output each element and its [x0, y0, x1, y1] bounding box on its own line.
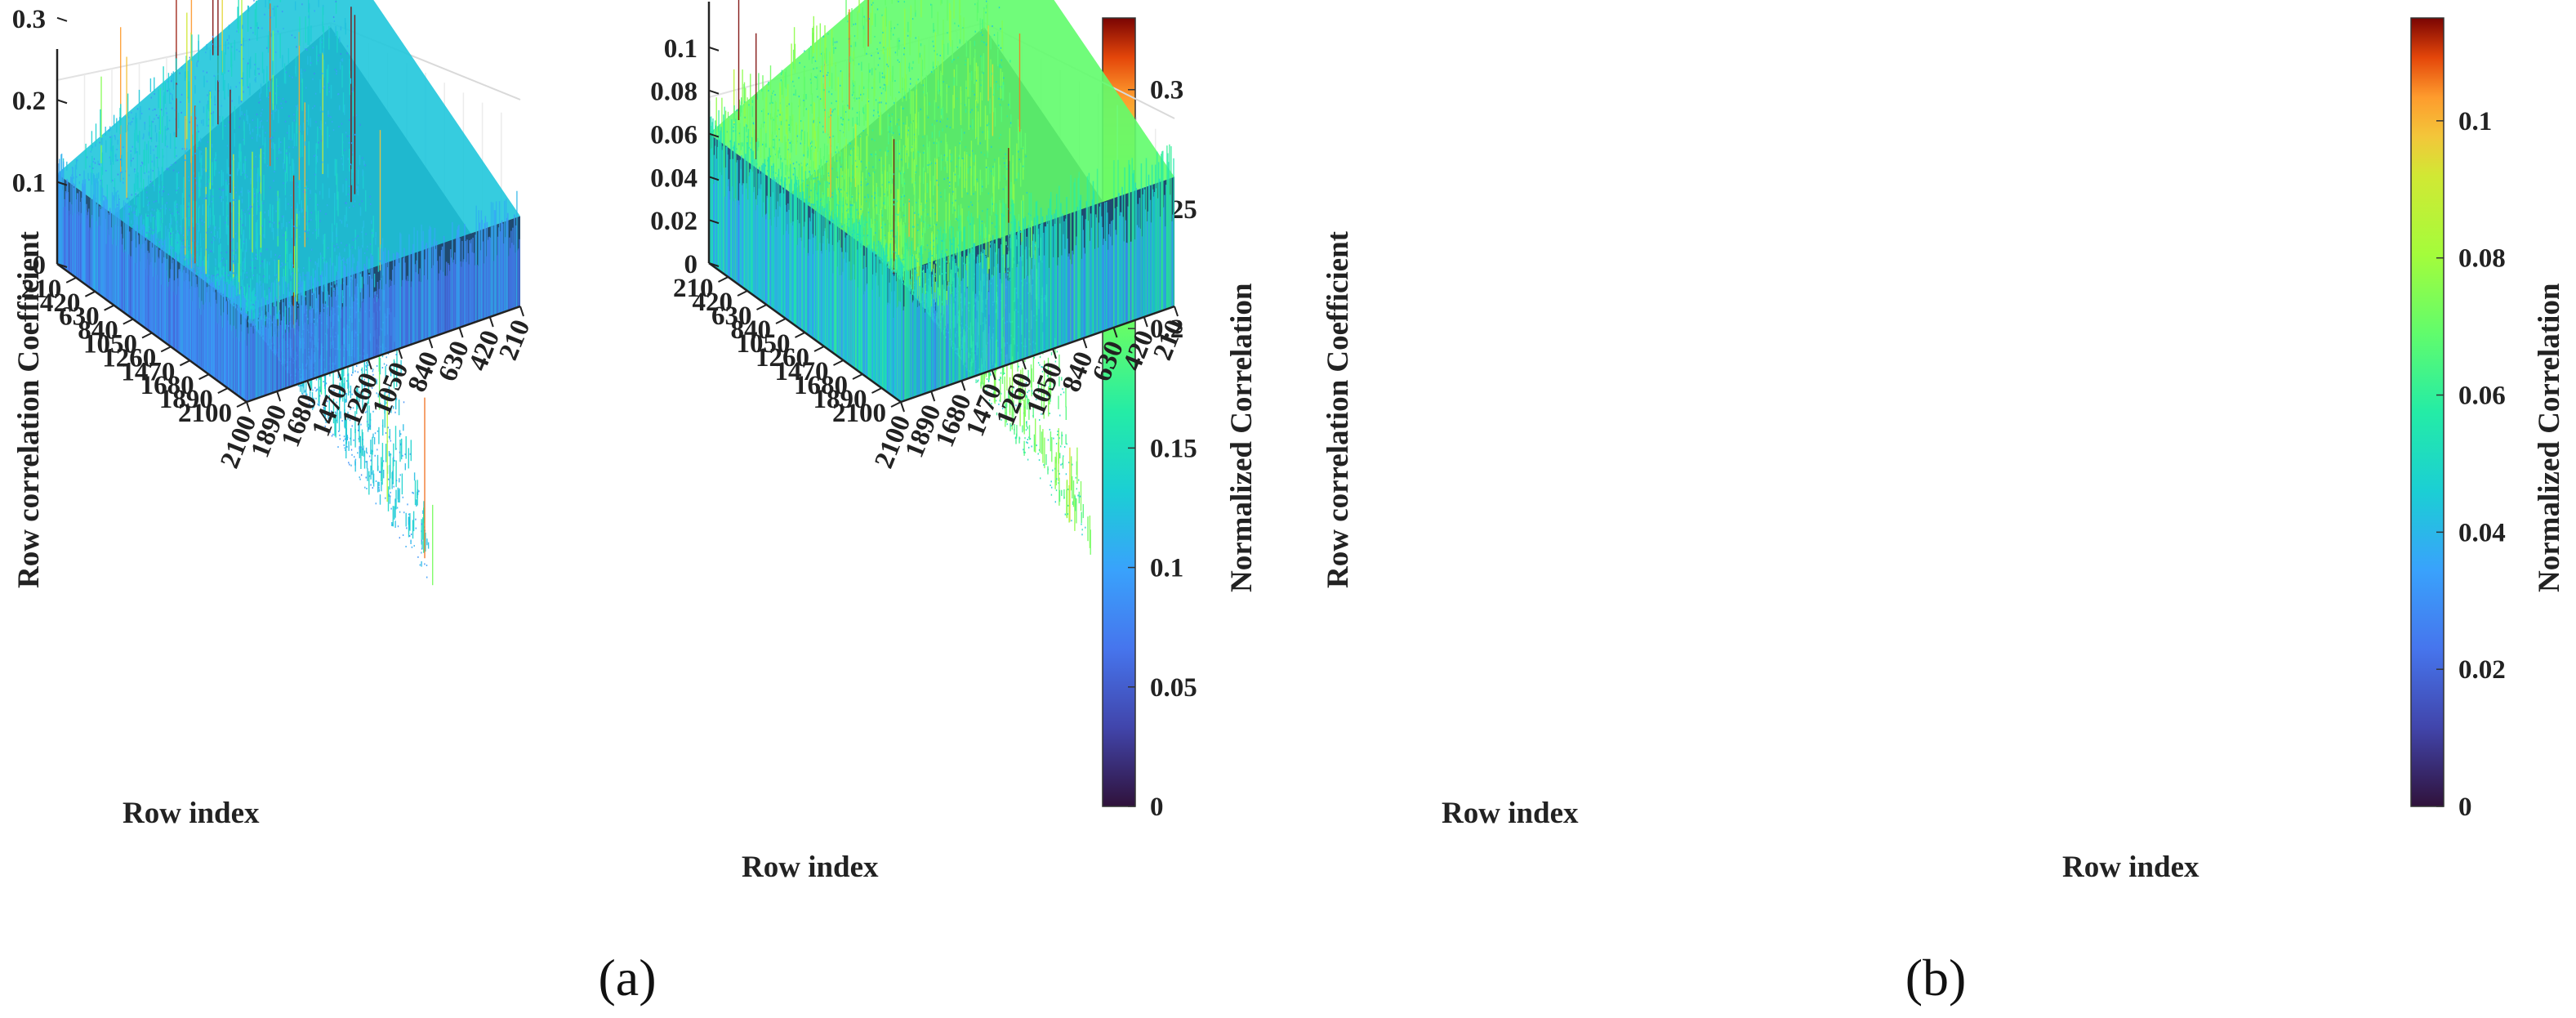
left-axis-tick-mark: [179, 359, 190, 367]
colorbar-tick-label: 0: [1150, 793, 1164, 822]
panel-a-surface: [56, 0, 520, 586]
left-axis-tick-label: 1050: [83, 330, 137, 359]
colorbar-tick-label: 0.2: [1150, 315, 1183, 344]
right-axis-tick-mark: [519, 306, 524, 317]
left-axis-tick-label: 1890: [159, 385, 213, 414]
panel-a-right-axis-title: Row index: [742, 851, 879, 884]
right-axis-tick-mark: [458, 327, 464, 338]
left-axis-tick-label: 630: [59, 302, 100, 332]
right-axis-tick-mark: [428, 337, 434, 349]
left-axis-tick-mark: [141, 332, 153, 339]
z-tick-mark: [56, 16, 68, 22]
left-axis-tick-label: 210: [21, 275, 62, 304]
right-floor-axis-line: [246, 305, 521, 404]
z-tick-label: 0.1: [12, 169, 46, 199]
panel-a-colorbar-title: Normalized Correlation: [1225, 283, 1259, 592]
panel-b-chart: 00.020.040.060.080.121042063084010501260…: [650, 0, 2566, 1007]
left-axis-tick-mark: [198, 373, 210, 381]
left-axis-tick-mark: [217, 387, 229, 394]
left-axis-tick-label: 2100: [178, 399, 232, 428]
right-axis-tick-label: 1050: [367, 359, 414, 420]
z-tick-mark: [56, 263, 68, 268]
left-axis-tick-mark: [84, 290, 96, 297]
right-axis-tick-mark: [306, 380, 312, 391]
left-axis-tick-label: 420: [40, 288, 81, 318]
panel-a-left-axis-title: Row index: [123, 797, 260, 830]
z-tick-label: 0: [33, 251, 47, 280]
left-axis-tick-mark: [104, 304, 115, 311]
panel-a-z-axis-title: Row correlation Coefficient: [12, 230, 46, 588]
right-axis-tick-mark: [246, 401, 251, 413]
colorbar-tick-label: 0.15: [1150, 434, 1197, 463]
z-tick-label: 0.2: [12, 87, 46, 116]
left-axis-tick-mark: [236, 401, 247, 408]
left-axis-tick-label: 840: [78, 316, 118, 346]
left-axis-tick-mark: [123, 318, 134, 325]
z-tick-mark: [56, 99, 68, 105]
panel-b-surface: [708, 0, 1174, 555]
right-axis-tick-mark: [336, 369, 342, 381]
left-axis-tick-mark: [160, 346, 172, 353]
panel-a-axes: 00.10.20.3210420630840105012601470168018…: [12, 5, 537, 472]
right-axis-tick-mark: [488, 316, 494, 328]
colorbar-tick-label: 0.05: [1150, 673, 1197, 703]
right-axis-tick-mark: [367, 359, 372, 370]
panel-a-label: (a): [598, 949, 656, 1007]
colorbar-tick-label: 0.3: [1150, 76, 1183, 105]
panel-a-chart: 00.10.20.3210420630840105012601470168018…: [12, 0, 1259, 1007]
z-tick-label: 0.3: [12, 5, 46, 34]
colorbar-tick-label: 0.1: [1150, 554, 1183, 583]
left-axis-tick-label: 1470: [121, 357, 175, 386]
right-axis-tick-mark: [276, 391, 282, 402]
z-tick-mark: [56, 181, 68, 186]
right-axis-tick-mark: [398, 348, 403, 359]
left-axis-tick-label: 1680: [140, 371, 194, 400]
left-axis-tick-mark: [65, 277, 77, 284]
left-axis-tick-label: 1260: [102, 343, 156, 373]
right-axis-tick-label: 210: [493, 316, 536, 364]
